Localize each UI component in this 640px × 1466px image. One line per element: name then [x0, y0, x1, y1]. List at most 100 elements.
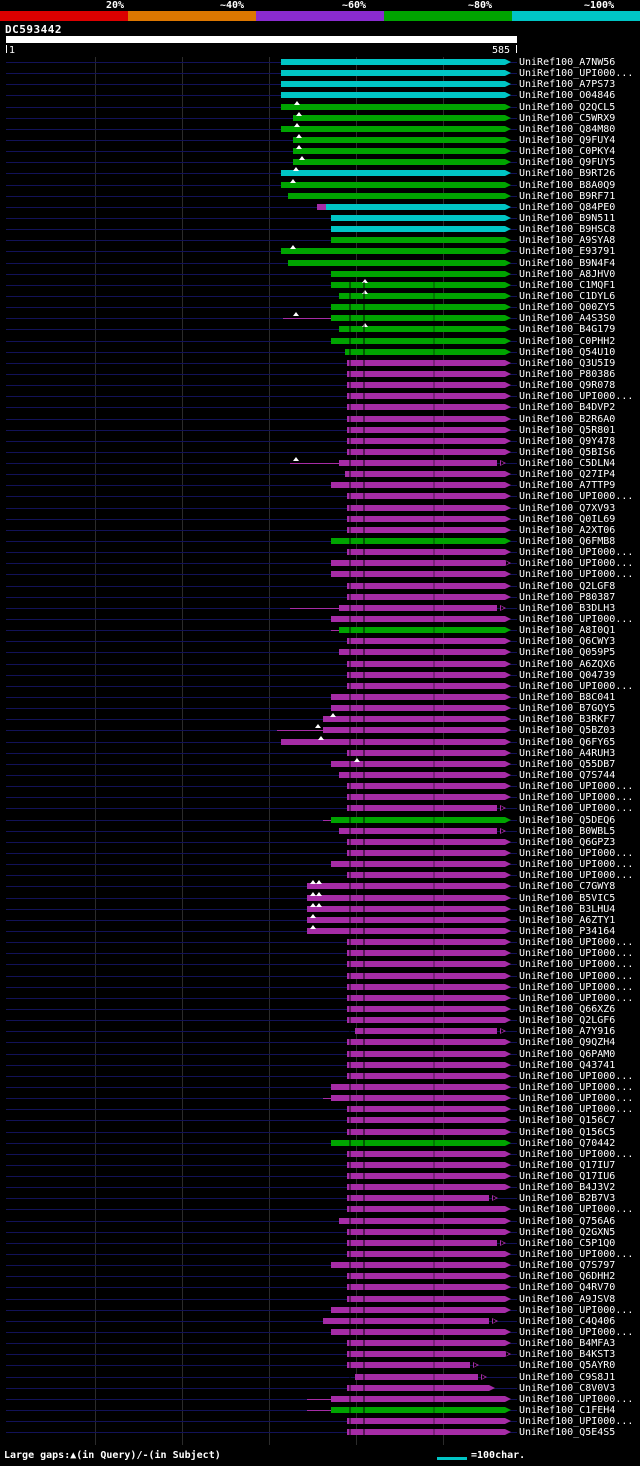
hit-row[interactable]: UniRef100_B4J3V2	[0, 1182, 640, 1193]
hit-row[interactable]: UniRef100_B9N4F4	[0, 258, 640, 269]
hit-label[interactable]: UniRef100_UPI000...	[519, 391, 634, 403]
hit-label[interactable]: UniRef100_UPI000...	[519, 614, 634, 626]
hit-bar[interactable]	[307, 905, 505, 912]
hit-row[interactable]: UniRef100_Q00ZY5	[0, 302, 640, 313]
hit-row[interactable]: UniRef100_A7TTP9	[0, 480, 640, 491]
hit-row[interactable]: UniRef100_Q2LGF8	[0, 581, 640, 592]
hit-row[interactable]: UniRef100_B3RKF7	[0, 713, 640, 725]
hit-bar[interactable]	[331, 1329, 505, 1336]
hit-row[interactable]: UniRef100_Q04739	[0, 670, 640, 681]
hit-label[interactable]: UniRef100_Q9FUY5	[519, 157, 616, 169]
hit-bar[interactable]	[331, 1306, 505, 1313]
hit-bar[interactable]	[347, 437, 505, 444]
hit-row[interactable]: UniRef100_P80387	[0, 592, 640, 603]
hit-label[interactable]: UniRef100_Q6FMB8	[519, 536, 616, 548]
hit-row[interactable]: UniRef100_UPI000...	[0, 982, 640, 993]
hit-row[interactable]: UniRef100_Q17IU6	[0, 1171, 640, 1182]
hit-label[interactable]: UniRef100_B4MFA3	[519, 1338, 616, 1350]
hit-row[interactable]: UniRef100_UPI000...	[0, 1416, 640, 1427]
hit-bar[interactable]	[347, 393, 505, 400]
hit-bar[interactable]	[347, 582, 505, 589]
hit-row[interactable]: UniRef100_UPI000...	[0, 1305, 640, 1316]
hit-label[interactable]: UniRef100_A9SYA8	[519, 235, 616, 247]
hit-label[interactable]: UniRef100_B0WBL5	[519, 825, 616, 837]
hit-label[interactable]: UniRef100_B9RF71	[519, 190, 616, 202]
hit-bar[interactable]	[331, 1407, 505, 1414]
hit-bar[interactable]	[307, 927, 505, 934]
hit-bar[interactable]	[347, 805, 497, 812]
hit-bar[interactable]	[293, 148, 505, 155]
hit-row[interactable]: UniRef100_Q55DB7	[0, 757, 640, 770]
hit-row[interactable]: UniRef100_Q3U5I9	[0, 358, 640, 369]
hit-bar[interactable]	[347, 526, 505, 533]
hit-label[interactable]: UniRef100_UPI000...	[519, 948, 634, 960]
hit-bar[interactable]	[347, 1050, 505, 1057]
hit-bar[interactable]	[339, 326, 505, 333]
hit-bar[interactable]	[347, 1184, 505, 1191]
hit-label[interactable]: UniRef100_Q84PE0	[519, 201, 616, 213]
hit-bar[interactable]	[307, 894, 505, 901]
hit-label[interactable]: UniRef100_C8V0V3	[519, 1382, 616, 1394]
hit-bar[interactable]	[347, 1295, 505, 1302]
hit-row[interactable]: UniRef100_Q17IU7	[0, 1160, 640, 1171]
hit-bar[interactable]	[347, 1284, 505, 1291]
hit-row[interactable]: UniRef100_B2B7V3	[0, 1193, 640, 1204]
hit-row[interactable]: UniRef100_A9SYA8	[0, 235, 640, 246]
hit-bar[interactable]	[355, 1028, 497, 1035]
hit-label[interactable]: UniRef100_UPI000...	[519, 981, 634, 993]
hit-row[interactable]: UniRef100_Q27IP4	[0, 469, 640, 480]
hit-label[interactable]: UniRef100_B9N4F4	[519, 257, 616, 269]
hit-label[interactable]: UniRef100_UPI000...	[519, 1204, 634, 1216]
hit-row[interactable]: UniRef100_UPI000...	[0, 547, 640, 558]
hit-bar[interactable]	[347, 1150, 505, 1157]
hit-bar[interactable]	[347, 549, 505, 556]
hit-row[interactable]: UniRef100_C1DYL6	[0, 289, 640, 302]
hit-bar[interactable]	[347, 961, 505, 968]
hit-label[interactable]: UniRef100_A6ZQX6	[519, 658, 616, 670]
hit-row[interactable]: UniRef100_Q6FY65	[0, 735, 640, 748]
hit-row[interactable]: UniRef100_Q9QZH4	[0, 1037, 640, 1048]
hit-label[interactable]: UniRef100_UPI000...	[519, 803, 634, 815]
hit-label[interactable]: UniRef100_Q17IU6	[519, 1171, 616, 1183]
hit-bar[interactable]	[347, 1340, 505, 1347]
hit-row[interactable]: UniRef100_UPI000...	[0, 937, 640, 948]
hit-label[interactable]: UniRef100_E93791	[519, 246, 616, 258]
hit-label[interactable]: UniRef100_B3DLH3	[519, 602, 616, 614]
hit-label[interactable]: UniRef100_UPI000...	[519, 1148, 634, 1160]
hit-label[interactable]: UniRef100_UPI000...	[519, 1416, 634, 1428]
hit-bar[interactable]	[347, 682, 505, 689]
hit-label[interactable]: UniRef100_Q5AYR0	[519, 1360, 616, 1372]
hit-bar[interactable]	[339, 627, 505, 634]
hit-row[interactable]: UniRef100_Q5DEQ6	[0, 815, 640, 826]
hit-row[interactable]: UniRef100_A7PS73	[0, 79, 640, 90]
hit-bar[interactable]	[331, 616, 505, 623]
hit-label[interactable]: UniRef100_P34164	[519, 925, 616, 937]
hit-label[interactable]: UniRef100_UPI000...	[519, 1104, 634, 1116]
hit-row[interactable]: UniRef100_Q0IL69	[0, 514, 640, 525]
hit-row[interactable]: UniRef100_Q156C5	[0, 1127, 640, 1138]
hit-row[interactable]: UniRef100_C5DLN4	[0, 457, 640, 469]
hit-label[interactable]: UniRef100_Q66XZ6	[519, 1003, 616, 1015]
hit-bar[interactable]	[347, 415, 505, 422]
hit-bar[interactable]	[347, 426, 505, 433]
hit-row[interactable]: UniRef100_C7GWY8	[0, 880, 640, 892]
hit-label[interactable]: UniRef100_P80386	[519, 368, 616, 380]
hit-label[interactable]: UniRef100_Q9FUY4	[519, 134, 616, 146]
hit-label[interactable]: UniRef100_A7NW56	[519, 57, 616, 68]
hit-row[interactable]: UniRef100_Q2QCL5	[0, 100, 640, 113]
hit-row[interactable]: UniRef100_UPI000...	[0, 1104, 640, 1115]
hit-label[interactable]: UniRef100_A7Y916	[519, 1026, 616, 1038]
hit-bar[interactable]	[347, 950, 505, 957]
hit-row[interactable]: UniRef100_UPI000...	[0, 781, 640, 792]
hit-row[interactable]: UniRef100_UPI000...	[0, 1071, 640, 1082]
hit-label[interactable]: UniRef100_UPI000...	[519, 1304, 634, 1316]
hit-label[interactable]: UniRef100_UPI000...	[519, 937, 634, 949]
hit-bar[interactable]	[347, 794, 505, 801]
hit-label[interactable]: UniRef100_A7TTP9	[519, 480, 616, 492]
hit-row[interactable]: UniRef100_A7NW56	[0, 57, 640, 68]
hit-label[interactable]: UniRef100_Q059P5	[519, 647, 616, 659]
hit-label[interactable]: UniRef100_Q55DB7	[519, 758, 616, 770]
hit-row[interactable]: UniRef100_UPI000...	[0, 993, 640, 1004]
hit-label[interactable]: UniRef100_UPI000...	[519, 781, 634, 793]
hit-label[interactable]: UniRef100_Q70442	[519, 1137, 616, 1149]
